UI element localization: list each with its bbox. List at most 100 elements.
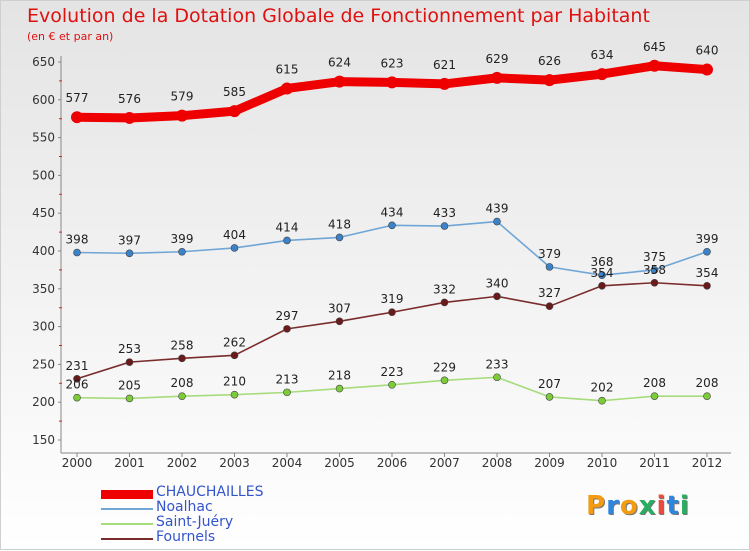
- data-label-saint-ju-ry: 213: [276, 372, 299, 386]
- data-label-chauchailles: 634: [591, 48, 614, 62]
- data-point-noalhac: [440, 222, 449, 230]
- data-point-noalhac: [388, 221, 396, 230]
- x-tick-label: 2011: [639, 456, 670, 470]
- data-label-fournels: 327: [538, 286, 561, 300]
- y-tick-label: 250: [32, 357, 55, 371]
- legend-label: CHAUCHAILLES: [156, 484, 264, 500]
- logo-letter: r: [606, 491, 620, 521]
- data-point-chauchailles: [648, 59, 661, 72]
- logo-letter: i: [656, 491, 667, 521]
- data-point-saint-ju-ry: [703, 392, 711, 400]
- data-label-fournels: 297: [276, 309, 299, 323]
- data-point-noalhac: [703, 247, 711, 256]
- data-point-chauchailles: [71, 111, 83, 124]
- data-point-noalhac: [283, 236, 291, 245]
- x-tick-label: 2006: [377, 456, 408, 470]
- data-point-fournels: [388, 308, 396, 317]
- x-tick-label: 2010: [587, 456, 618, 470]
- data-label-noalhac: 399: [171, 232, 194, 246]
- x-tick-label: 2008: [482, 456, 513, 470]
- data-label-fournels: 354: [591, 266, 614, 280]
- data-point-chauchailles: [228, 105, 241, 118]
- y-tick-label: 350: [32, 282, 55, 296]
- data-point-saint-ju-ry: [283, 388, 291, 397]
- x-tick-label: 2009: [534, 456, 565, 470]
- data-point-fournels: [335, 317, 344, 326]
- x-tick-label: 2001: [114, 456, 145, 470]
- data-point-fournels: [493, 292, 501, 301]
- data-label-noalhac: 414: [276, 220, 299, 234]
- data-label-fournels: 231: [66, 359, 89, 373]
- legend-swatch: [101, 523, 153, 525]
- logo-letter: P: [586, 491, 607, 521]
- x-tick-label: 2002: [167, 456, 198, 470]
- data-label-chauchailles: 621: [433, 58, 456, 72]
- y-tick-label: 500: [32, 168, 55, 182]
- data-point-fournels: [230, 351, 239, 360]
- legend-swatch: [101, 508, 153, 510]
- x-tick-label: 2005: [324, 456, 355, 470]
- data-point-saint-ju-ry: [440, 376, 449, 385]
- data-point-noalhac: [125, 249, 134, 258]
- data-label-noalhac: 375: [643, 250, 666, 264]
- data-point-fournels: [178, 354, 186, 363]
- data-label-saint-ju-ry: 218: [328, 369, 351, 383]
- data-label-noalhac: 404: [223, 228, 246, 242]
- data-point-saint-ju-ry: [335, 384, 344, 393]
- data-label-saint-ju-ry: 208: [643, 376, 666, 390]
- data-label-saint-ju-ry: 202: [591, 381, 614, 395]
- data-point-saint-ju-ry: [125, 394, 134, 403]
- data-point-noalhac: [335, 233, 344, 242]
- logo-letter: t: [666, 491, 680, 521]
- data-label-chauchailles: 645: [643, 40, 666, 54]
- data-label-saint-ju-ry: 223: [381, 365, 404, 379]
- data-label-noalhac: 439: [486, 202, 509, 216]
- data-label-fournels: 354: [696, 266, 719, 280]
- data-label-fournels: 307: [328, 301, 351, 315]
- legend-label: Fournels: [156, 529, 216, 545]
- data-point-saint-ju-ry: [73, 393, 81, 402]
- data-point-chauchailles: [596, 68, 608, 81]
- data-point-noalhac: [178, 247, 186, 256]
- data-point-saint-ju-ry: [650, 392, 659, 400]
- y-tick-label: 450: [32, 206, 55, 220]
- data-label-fournels: 253: [118, 342, 141, 356]
- data-label-chauchailles: 626: [538, 54, 561, 68]
- data-label-chauchailles: 615: [276, 62, 299, 76]
- data-label-fournels: 340: [486, 276, 509, 290]
- data-point-noalhac: [598, 271, 606, 279]
- x-tick-label: 2003: [219, 456, 250, 470]
- data-point-chauchailles: [491, 71, 503, 84]
- data-label-noalhac: 433: [433, 206, 456, 220]
- data-label-saint-ju-ry: 229: [433, 360, 456, 374]
- legend-swatch: [101, 489, 153, 499]
- legend-label: Noalhac: [156, 499, 213, 515]
- x-tick-label: 2000: [62, 456, 93, 470]
- data-point-chauchailles: [543, 74, 556, 87]
- data-point-fournels: [650, 278, 659, 287]
- data-label-chauchailles: 629: [486, 52, 509, 66]
- logo-letter: o: [619, 491, 639, 521]
- data-point-saint-ju-ry: [545, 393, 554, 401]
- y-tick-label: 300: [32, 320, 55, 334]
- data-point-saint-ju-ry: [178, 392, 186, 400]
- data-label-noalhac: 397: [118, 233, 141, 247]
- data-point-saint-ju-ry: [598, 396, 606, 405]
- data-label-fournels: 358: [643, 263, 666, 277]
- data-point-chauchailles: [176, 109, 188, 122]
- data-label-saint-ju-ry: 208: [171, 376, 194, 390]
- data-point-fournels: [73, 374, 81, 383]
- data-point-chauchailles: [333, 75, 346, 88]
- data-point-noalhac: [545, 263, 554, 271]
- data-point-chauchailles: [123, 111, 136, 124]
- data-label-noalhac: 379: [538, 247, 561, 261]
- data-point-fournels: [703, 281, 711, 290]
- chart-subtitle: (en € et par an): [27, 30, 114, 43]
- y-tick-label: 650: [32, 55, 55, 69]
- y-tick-label: 600: [32, 93, 55, 107]
- data-label-fournels: 258: [171, 338, 194, 352]
- data-label-chauchailles: 585: [223, 85, 246, 99]
- data-point-noalhac: [230, 244, 239, 252]
